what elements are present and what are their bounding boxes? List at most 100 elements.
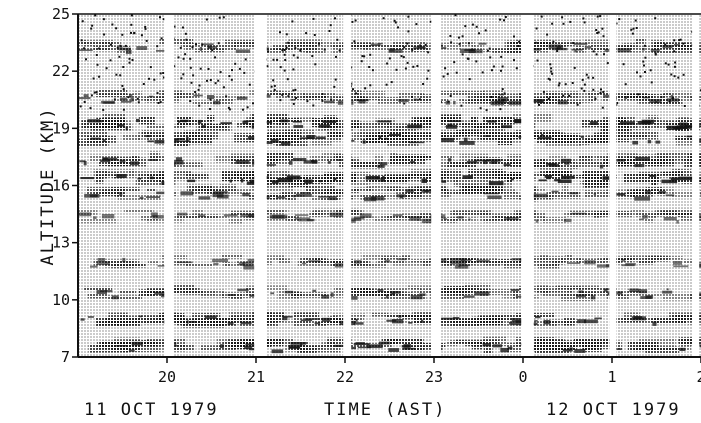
echo-streak	[227, 321, 234, 325]
speckle	[600, 88, 602, 91]
echo-patch	[291, 292, 328, 298]
echo-streak	[318, 196, 330, 198]
echo-streak	[187, 179, 196, 183]
echo-streak	[621, 258, 626, 262]
echo-streak	[468, 218, 471, 221]
speckle	[209, 79, 212, 81]
echo-patch	[185, 263, 214, 268]
echo-patch	[118, 290, 137, 295]
echo-streak	[571, 212, 586, 215]
echo-streak	[663, 217, 677, 221]
echo-patch	[414, 318, 438, 324]
echo-patch	[230, 211, 273, 215]
echo-streak	[102, 157, 109, 160]
speckle	[390, 81, 393, 84]
speckle	[173, 25, 176, 28]
speckle	[336, 38, 339, 41]
echo-streak	[90, 137, 101, 140]
echo-streak	[97, 258, 106, 262]
echo-streak	[419, 293, 426, 296]
echo-patch	[623, 173, 661, 184]
x-tick-label: 0	[518, 368, 527, 386]
echo-patch	[229, 316, 242, 325]
speckle	[467, 42, 470, 45]
echo-patch	[353, 187, 373, 191]
speckle	[576, 103, 579, 106]
echo-patch	[266, 152, 294, 161]
echo-patch	[541, 289, 572, 297]
echo-streak	[457, 216, 464, 219]
echo-streak	[544, 174, 552, 178]
speckle	[461, 53, 464, 56]
echo-streak	[666, 288, 669, 291]
echo-streak	[292, 120, 302, 123]
echo-patch	[108, 312, 128, 318]
echo-streak	[650, 49, 660, 52]
speckle	[597, 31, 600, 34]
speckle	[499, 108, 502, 111]
speckle	[321, 93, 324, 95]
speckle	[98, 75, 101, 78]
speckle	[551, 22, 554, 25]
echo-streak	[117, 124, 125, 127]
speckle	[592, 50, 595, 53]
echo-patch	[141, 340, 177, 345]
echo-streak	[443, 218, 447, 220]
echo-streak	[308, 260, 321, 263]
speckle	[199, 67, 202, 70]
speckle	[286, 78, 289, 81]
echo-streak	[463, 137, 468, 142]
echo-patch	[102, 113, 126, 122]
echo-streak	[593, 193, 596, 196]
echo-patch	[503, 263, 530, 269]
echo-streak	[290, 98, 296, 101]
echo-streak	[562, 349, 571, 352]
echo-streak	[119, 159, 126, 163]
echo-patch	[277, 139, 296, 143]
echo-streak	[356, 99, 369, 102]
echo-streak	[378, 341, 390, 345]
echo-patch	[174, 163, 203, 168]
speckle	[502, 99, 505, 101]
echo-patch	[436, 318, 477, 323]
echo-streak	[487, 120, 497, 123]
speckle	[140, 34, 143, 37]
echo-streak	[136, 46, 148, 50]
echo-streak	[624, 96, 627, 99]
echo-streak	[213, 100, 221, 105]
echo-streak	[515, 295, 523, 298]
echo-streak	[487, 195, 502, 199]
echo-streak	[197, 119, 202, 124]
echo-streak	[264, 141, 273, 144]
echo-streak	[403, 344, 411, 348]
echo-streak	[384, 137, 388, 140]
echo-streak	[638, 289, 648, 294]
echo-streak	[293, 125, 304, 128]
speckle	[105, 67, 108, 70]
echo-patch	[147, 174, 175, 180]
echo-streak	[673, 126, 688, 129]
echo-patch	[185, 172, 209, 178]
echo-patch	[671, 314, 685, 318]
echo-streak	[538, 179, 547, 182]
echo-streak	[227, 294, 235, 296]
echo-layer	[80, 169, 701, 188]
echo-patch	[671, 169, 680, 178]
echo-streak	[504, 217, 510, 221]
echo-streak	[508, 100, 525, 105]
echo-streak	[642, 96, 650, 99]
speckle	[501, 65, 504, 68]
speckle	[406, 61, 409, 64]
x-tick-label: 21	[247, 368, 265, 386]
speckle	[225, 95, 228, 98]
speckle	[504, 16, 507, 18]
echo-patch	[546, 191, 581, 199]
echo-streak	[613, 159, 625, 162]
echo-streak	[534, 320, 538, 322]
echo-patch	[390, 152, 397, 161]
echo-streak	[398, 99, 409, 102]
echo-streak	[198, 196, 211, 200]
echo-patch	[430, 291, 465, 299]
speckle	[209, 98, 212, 101]
speckle	[513, 35, 515, 38]
